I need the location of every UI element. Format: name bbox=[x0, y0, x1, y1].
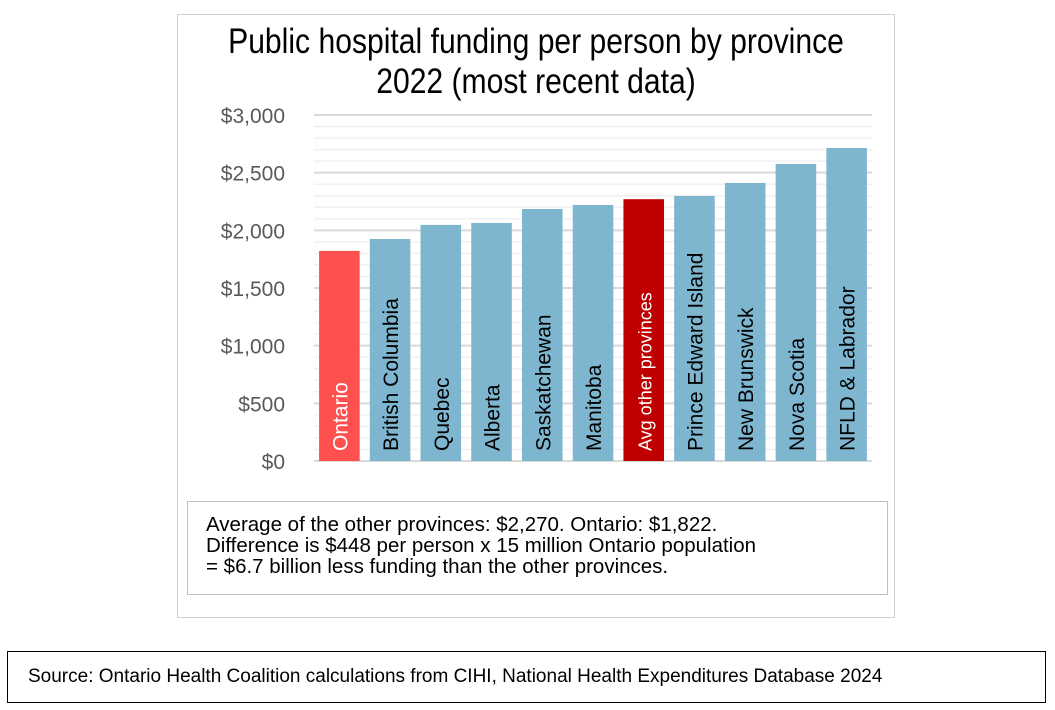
bar-category-label: Manitoba bbox=[583, 364, 606, 451]
bar-category-label: New Brunswick bbox=[735, 307, 758, 451]
y-tick-label: $1,000 bbox=[221, 336, 285, 359]
bar-category-label: Saskatchewan bbox=[532, 314, 555, 451]
bar bbox=[521, 208, 563, 461]
y-tick-label: $2,000 bbox=[221, 220, 285, 243]
bar bbox=[319, 250, 360, 461]
bar bbox=[623, 199, 665, 461]
bar-category-label: Nova Scotia bbox=[786, 337, 809, 451]
title-line: Public hospital funding per person by pr… bbox=[228, 22, 844, 61]
source-caption: Source: Ontario Health Coalition calcula… bbox=[7, 651, 1046, 703]
annotation-line: = $6.7 billion less funding than the oth… bbox=[206, 555, 669, 578]
y-tick-label: $500 bbox=[238, 393, 285, 416]
bar bbox=[572, 204, 614, 461]
y-tick-label: $1,500 bbox=[221, 278, 285, 301]
bar-category-label: Alberta bbox=[482, 384, 505, 451]
bar bbox=[369, 238, 411, 461]
y-tick-label: $0 bbox=[262, 451, 285, 474]
chart-title: Public hospital funding per person by pr… bbox=[227, 22, 844, 102]
bar-category-label: British Columbia bbox=[380, 298, 403, 451]
bar bbox=[674, 195, 715, 462]
bar-category-label: Avg other provinces bbox=[636, 292, 656, 451]
bar bbox=[471, 222, 512, 461]
bar bbox=[826, 147, 867, 461]
bar-category-label: NFLD & Labrador bbox=[837, 286, 860, 451]
y-tick-label: $2,500 bbox=[221, 163, 285, 186]
bar-category-label: Prince Edward Island bbox=[684, 253, 707, 451]
subtitle-line: 2022 (most recent data) bbox=[376, 62, 696, 101]
annotation-line: Difference is $448 per person x 15 milli… bbox=[206, 534, 757, 557]
chart-frame bbox=[177, 14, 895, 618]
annotation-box: Average of the other provinces: $2,270. … bbox=[187, 501, 888, 595]
bar-category-label: Quebec bbox=[431, 377, 454, 451]
annotation-line: Average of the other provinces: $2,270. … bbox=[206, 513, 718, 536]
y-tick-label: $3,000 bbox=[221, 105, 285, 128]
bar bbox=[775, 163, 817, 461]
bar bbox=[420, 224, 462, 461]
bar bbox=[724, 182, 766, 461]
bar-category-label: Ontario bbox=[329, 382, 352, 451]
